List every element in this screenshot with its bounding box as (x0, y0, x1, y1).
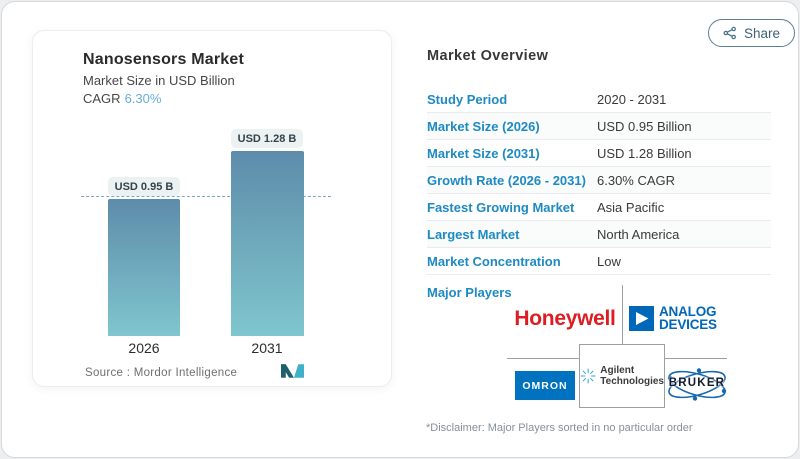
honeywell-logo: Honeywell (514, 307, 616, 330)
bar-value-badge-2026: USD 0.95 B (108, 177, 180, 196)
chart-cagr: CAGR 6.30% (83, 91, 161, 106)
chart-subtitle: Market Size in USD Billion (83, 73, 235, 88)
analog-devices-logo: ANALOG DEVICES (629, 305, 717, 332)
agilent-starburst-icon (580, 368, 596, 384)
table-row-market-size-2026: Market Size (2026) USD 0.95 Billion (427, 113, 771, 140)
disclaimer-text: *Disclaimer: Major Players sorted in no … (426, 422, 693, 434)
bar-2026 (108, 199, 180, 336)
agilent-logo: Agilent Technologies (579, 344, 665, 408)
major-players-label: Major Players (427, 285, 512, 300)
x-axis-label-2031: 2031 (251, 340, 283, 356)
bruker-orbit-icon (667, 368, 727, 401)
bar-2031 (231, 151, 304, 336)
omron-logo: OMRON (515, 371, 575, 400)
bruker-logo: BRUKER (665, 362, 729, 407)
table-row-market-size-2031: Market Size (2031) USD 1.28 Billion (427, 140, 771, 167)
players-grid-vertical-divider (622, 285, 623, 345)
table-row-study-period: Study Period 2020 - 2031 (427, 86, 771, 113)
reference-dashed-line (81, 196, 331, 197)
share-button[interactable]: Share (708, 19, 796, 47)
table-row-market-concentration: Market Concentration Low (427, 248, 771, 275)
overview-title: Market Overview (427, 48, 549, 64)
table-row-largest-market: Largest Market North America (427, 221, 771, 248)
table-row-fastest-growing-market: Fastest Growing Market Asia Pacific (427, 194, 771, 221)
cagr-label: CAGR (83, 91, 121, 106)
cagr-value: 6.30% (124, 91, 162, 106)
source-attribution: Source : Mordor Intelligence (85, 367, 238, 379)
analog-devices-triangle-icon (629, 306, 654, 332)
share-icon (723, 26, 736, 40)
chart-title: Nanosensors Market (83, 51, 244, 68)
table-row-growth-rate: Growth Rate (2026 - 2031) 6.30% CAGR (427, 167, 771, 194)
bar-value-badge-2031: USD 1.28 B (231, 129, 303, 148)
x-axis-label-2026: 2026 (128, 340, 160, 356)
overview-table: Study Period 2020 - 2031 Market Size (202… (427, 86, 771, 275)
market-size-chart-card: Nanosensors Market Market Size in USD Bi… (32, 30, 392, 387)
share-label: Share (744, 25, 781, 41)
mordor-intelligence-logo-icon (281, 364, 304, 378)
